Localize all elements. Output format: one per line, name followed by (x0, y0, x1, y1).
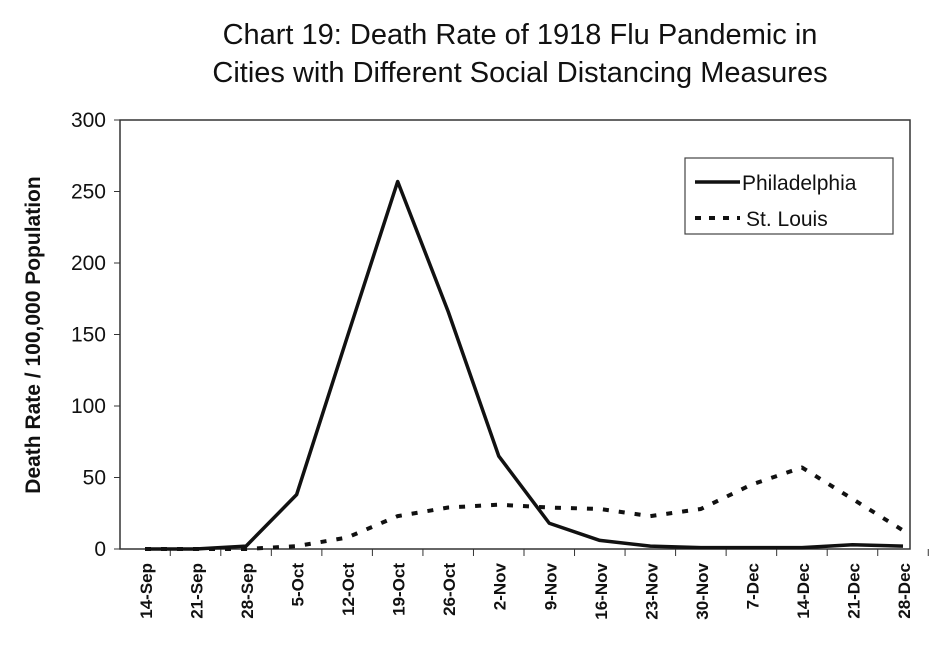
x-tick-label: 30-Nov (693, 562, 712, 619)
x-tick-label: 14-Dec (794, 563, 813, 619)
x-tick-label: 21-Dec (844, 563, 863, 619)
legend-label-philadelphia: Philadelphia (742, 172, 857, 195)
x-tick-label: 9-Nov (541, 562, 560, 610)
x-tick-label: 26-Oct (440, 563, 459, 616)
x-tick-label: 19-Oct (390, 563, 409, 616)
legend-label-st-louis: St. Louis (746, 208, 828, 231)
x-tick-label: 28-Sep (238, 563, 257, 619)
x-tick-label: 14-Sep (137, 563, 156, 619)
y-tick-label: 100 (71, 395, 106, 418)
y-tick-label: 200 (71, 252, 106, 275)
chart-title-line1: Chart 19: Death Rate of 1918 Flu Pandemi… (223, 19, 818, 51)
y-tick-label: 0 (94, 538, 106, 561)
y-axis-label: Death Rate / 100,000 Population (22, 176, 45, 493)
series-line-st-louis (145, 467, 903, 549)
x-tick-label: 23-Nov (642, 562, 661, 619)
y-tick-label: 50 (83, 467, 106, 490)
x-tick-label: 7-Dec (743, 563, 762, 609)
legend: Philadelphia St. Louis (685, 158, 893, 234)
x-tick-label: 16-Nov (592, 562, 611, 619)
y-tick-label: 300 (71, 109, 106, 132)
x-tick-label: 21-Sep (188, 563, 207, 619)
x-tick-label: 12-Oct (339, 563, 358, 616)
series-line-philadelphia (145, 181, 903, 549)
x-tick-label: 28-Dec (895, 563, 914, 619)
x-tick-label: 5-Oct (289, 563, 308, 607)
chart-title-line2: Cities with Different Social Distancing … (212, 57, 827, 89)
y-tick-label: 150 (71, 324, 106, 347)
x-tick-label: 2-Nov (491, 562, 510, 610)
y-tick-label: 250 (71, 181, 106, 204)
